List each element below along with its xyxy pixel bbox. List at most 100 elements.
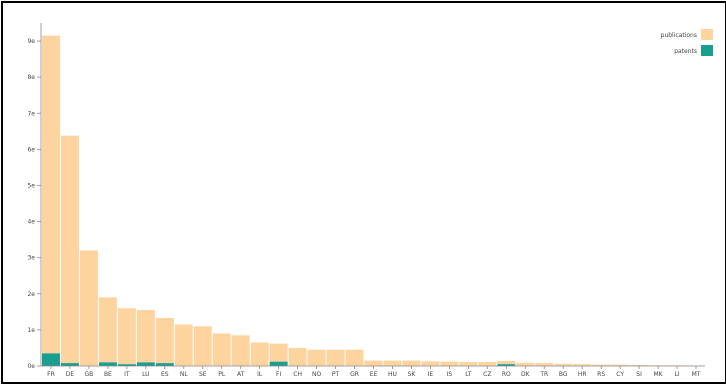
- x-tick-label: MK: [654, 371, 664, 378]
- x-tick: EE: [370, 366, 378, 378]
- x-tick-label: CY: [616, 371, 624, 378]
- y-tick-label: 5e: [27, 182, 35, 189]
- y-tick-label: 3e: [27, 255, 35, 262]
- bar-patents-ES: [156, 363, 174, 366]
- x-tick-label: LI: [674, 371, 679, 378]
- y-tick-label: 4e: [27, 219, 35, 226]
- x-tick-label: ES: [161, 371, 169, 378]
- bar-publications-CH: [289, 348, 307, 366]
- y-tick: 5e: [27, 182, 41, 189]
- y-tick: 7e: [27, 110, 41, 117]
- x-tick: LT: [465, 366, 472, 378]
- x-tick-label: CH: [293, 371, 302, 378]
- x-tick: PT: [332, 366, 340, 378]
- y-tick: 1e: [27, 327, 41, 334]
- y-tick: 2e: [27, 291, 41, 298]
- y-tick: 8e: [27, 74, 41, 81]
- y-tick-label: 2e: [27, 291, 35, 298]
- bar-patents-LU: [137, 362, 155, 366]
- x-tick: LU: [142, 366, 149, 378]
- legend-label-patents: patents: [674, 48, 697, 55]
- x-tick-label: NL: [180, 371, 188, 378]
- bar-patents-FR: [42, 353, 60, 366]
- bar-patents-FI: [270, 362, 288, 366]
- x-tick-label: IS: [447, 371, 453, 378]
- x-tick-label: IT: [124, 371, 130, 378]
- y-tick-label: 6e: [27, 146, 35, 153]
- x-tick: GB: [85, 366, 94, 378]
- x-tick: MT: [692, 366, 701, 378]
- y-tick-label: 9e: [27, 38, 35, 45]
- x-tick-label: SE: [199, 371, 207, 378]
- x-tick: IT: [124, 366, 130, 378]
- bar-publications-IS: [440, 362, 458, 366]
- bar-publications-LU: [137, 310, 155, 362]
- bar-patents-BE: [99, 362, 117, 366]
- bar-publications-FI: [270, 344, 288, 362]
- bar-publications-PT: [327, 350, 345, 366]
- x-tick: MK: [654, 366, 664, 378]
- y-tick: 6e: [27, 146, 41, 153]
- bar-publications-IL: [251, 343, 269, 366]
- x-tick: RS: [597, 366, 605, 378]
- x-tick-label: FR: [47, 371, 55, 378]
- x-tick: DK: [521, 366, 531, 378]
- x-tick-label: BE: [104, 371, 112, 378]
- x-tick-label: HU: [388, 371, 397, 378]
- bar-publications-IT: [118, 308, 136, 364]
- bar-publications-GR: [346, 350, 364, 366]
- x-tick-label: HR: [578, 371, 587, 378]
- x-tick-label: PL: [218, 371, 226, 378]
- x-tick-label: DE: [66, 371, 75, 378]
- x-tick: HR: [578, 366, 587, 378]
- bar-publications-NL: [175, 324, 193, 366]
- x-tick: HU: [388, 366, 397, 378]
- x-tick: IE: [428, 366, 434, 378]
- y-tick-label: 7e: [27, 110, 35, 117]
- bar-publications-PL: [213, 334, 231, 366]
- x-tick: CY: [616, 366, 624, 378]
- x-tick-label: LU: [142, 371, 149, 378]
- x-tick: NL: [180, 366, 188, 378]
- x-tick: SE: [199, 366, 207, 378]
- x-tick: NO: [312, 366, 321, 378]
- legend-swatch-publications: [701, 29, 713, 40]
- x-tick-label: CZ: [483, 371, 491, 378]
- bar-publications-NO: [308, 350, 326, 366]
- stacked-bar-chart: 0e 1e 2e 3e 4e 5e 6e 7e 8e 9e FR DE GB BE IT LU ES NL SE PL…: [3, 3, 725, 382]
- x-tick: CH: [293, 366, 302, 378]
- bar-publications-GB: [80, 250, 98, 366]
- x-tick: BE: [104, 366, 112, 378]
- bar-patents-DE: [61, 363, 79, 366]
- bar-publications-SK: [402, 361, 420, 366]
- y-tick: 4e: [27, 219, 41, 226]
- x-tick: LI: [674, 366, 679, 378]
- y-tick: 0e: [27, 363, 41, 370]
- x-tick-label: EE: [370, 371, 378, 378]
- y-tick-label: 1e: [27, 327, 35, 334]
- x-tick: TR: [539, 366, 548, 378]
- x-tick: RO: [502, 366, 511, 378]
- x-tick: BG: [559, 366, 568, 378]
- bar-publications-DK: [516, 363, 534, 366]
- bar-publications-BE: [99, 297, 117, 362]
- bar-publications-AT: [232, 335, 250, 366]
- bar-publications-TR: [535, 363, 553, 366]
- bar-publications-IE: [421, 361, 439, 366]
- x-tick: SI: [636, 366, 642, 378]
- x-tick-label: AT: [237, 371, 245, 378]
- bar-publications-EE: [365, 361, 383, 366]
- x-tick-label: IL: [257, 371, 263, 378]
- x-tick-label: GB: [85, 371, 94, 378]
- x-tick: ES: [161, 366, 169, 378]
- x-tick: FI: [276, 366, 281, 378]
- x-tick-label: RS: [597, 371, 605, 378]
- x-tick-label: SI: [636, 371, 642, 378]
- x-tick-label: MT: [692, 371, 701, 378]
- x-tick-label: RO: [502, 371, 511, 378]
- x-tick-label: NO: [312, 371, 321, 378]
- bar-publications-ES: [156, 318, 174, 363]
- x-tick-label: FI: [276, 371, 281, 378]
- bar-publications-DE: [61, 136, 79, 363]
- x-tick: SK: [408, 366, 417, 378]
